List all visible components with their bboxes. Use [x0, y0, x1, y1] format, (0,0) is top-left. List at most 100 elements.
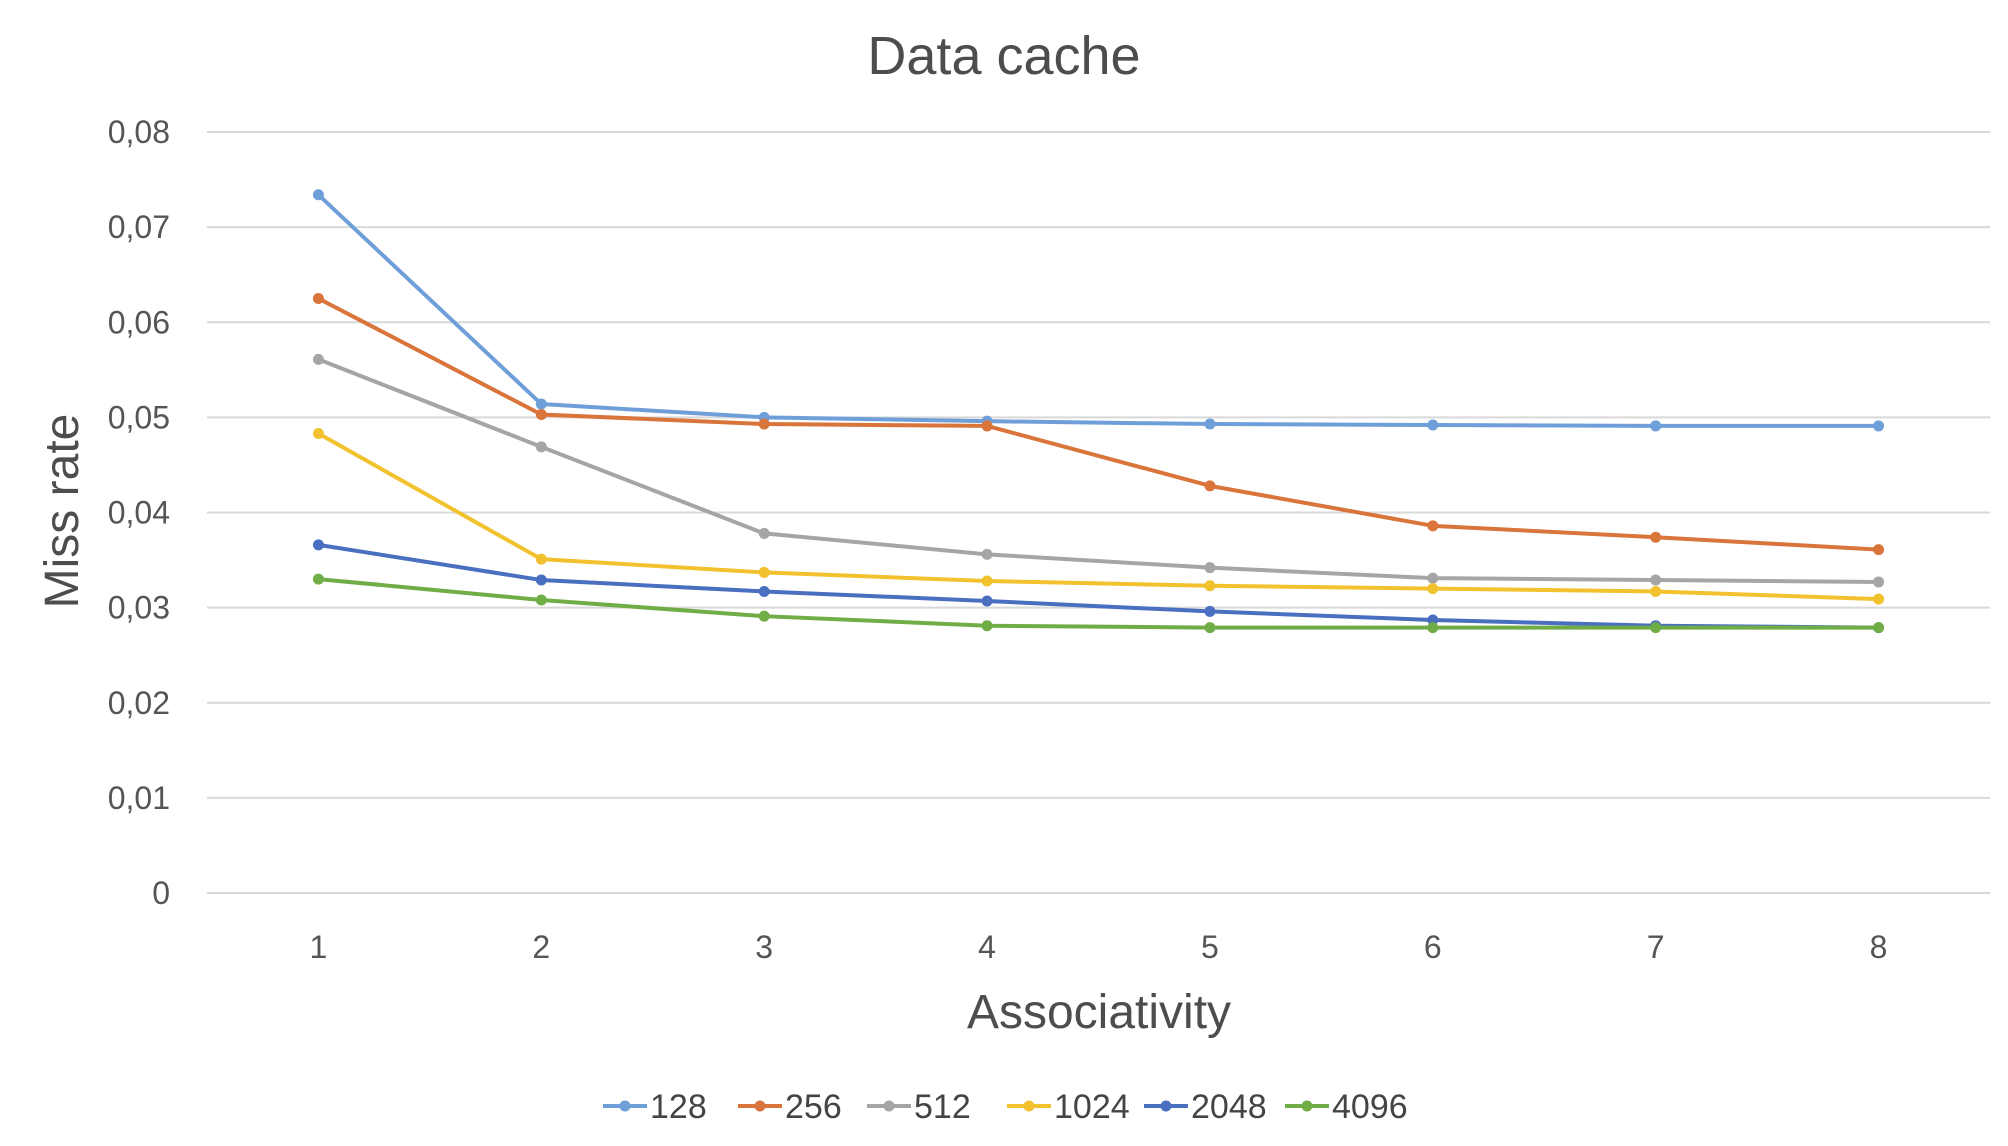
- data-point: [1650, 420, 1662, 432]
- data-point: [1873, 544, 1885, 556]
- legend: 128 256 512 1024 2048 4096: [603, 1088, 1408, 1126]
- x-tick-label: 2: [532, 929, 550, 965]
- x-tick-label: 6: [1424, 929, 1442, 965]
- series-line: [317, 193, 1879, 428]
- data-point: [1650, 574, 1662, 586]
- legend-label: 512: [914, 1088, 971, 1126]
- series-128: [312, 189, 1885, 432]
- data-point: [535, 553, 547, 565]
- legend-marker: [619, 1100, 631, 1112]
- y-tick-label: 0,07: [108, 209, 170, 245]
- data-point: [1873, 622, 1885, 634]
- data-point: [981, 595, 993, 607]
- series-4096: [312, 573, 1885, 634]
- x-tick-label: 4: [978, 929, 996, 965]
- series-line: [318, 542, 1879, 630]
- data-point: [758, 610, 770, 622]
- series-line: [318, 577, 1879, 630]
- data-point: [758, 527, 770, 539]
- series-512: [312, 353, 1885, 588]
- data-point: [312, 189, 324, 201]
- data-point: [1427, 622, 1439, 634]
- data-point: [758, 418, 770, 430]
- data-point: [1650, 531, 1662, 543]
- series-2048: [312, 539, 1885, 634]
- series-line: [317, 296, 1879, 552]
- x-tick-label: 3: [755, 929, 773, 965]
- data-point: [312, 353, 324, 365]
- data-point: [535, 594, 547, 606]
- chart-title: Data cache: [867, 26, 1140, 86]
- data-point: [1427, 419, 1439, 431]
- series-line: [317, 357, 1879, 584]
- data-point: [1427, 614, 1439, 626]
- x-tick-label: 5: [1201, 929, 1219, 965]
- legend-item-128: 128: [603, 1088, 707, 1126]
- data-point: [312, 573, 324, 585]
- y-tick-label: 0: [152, 875, 170, 911]
- data-point: [535, 398, 547, 410]
- y-axis-ticks: 0 0,01 0,02 0,03 0,04 0,05 0,06 0,07 0,08: [108, 114, 170, 911]
- data-point: [535, 441, 547, 453]
- legend-label: 256: [785, 1088, 842, 1126]
- legend-label: 2048: [1191, 1088, 1267, 1126]
- legend-item-1024: 1024: [1007, 1088, 1130, 1126]
- data-point: [981, 420, 993, 432]
- data-point: [312, 292, 324, 304]
- legend-marker: [1301, 1100, 1313, 1112]
- y-tick-label: 0,08: [108, 114, 170, 150]
- legend-label: 1024: [1054, 1088, 1130, 1126]
- x-tick-label: 7: [1647, 929, 1665, 965]
- legend-item-256: 256: [738, 1088, 842, 1126]
- data-point: [1427, 572, 1439, 584]
- data-point: [535, 574, 547, 586]
- data-point: [758, 566, 770, 578]
- data-point: [312, 428, 324, 440]
- series-layer: [312, 189, 1885, 634]
- data-point: [1204, 580, 1216, 592]
- series-256: [312, 292, 1885, 556]
- data-point: [1650, 585, 1662, 597]
- data-point: [1873, 576, 1885, 588]
- x-axis-title: Associativity: [967, 986, 1231, 1039]
- legend-label: 128: [650, 1088, 707, 1126]
- legend-item-2048: 2048: [1144, 1088, 1267, 1126]
- data-point: [312, 539, 324, 551]
- data-point: [758, 585, 770, 597]
- y-axis-title: Miss rate: [36, 414, 89, 609]
- x-tick-label: 1: [310, 929, 328, 965]
- data-point: [1204, 418, 1216, 430]
- y-tick-label: 0,04: [108, 495, 170, 531]
- x-axis-ticks: 1 2 3 4 5 6 7 8: [310, 929, 1888, 965]
- data-point: [1427, 583, 1439, 595]
- legend-marker: [1023, 1100, 1035, 1112]
- y-tick-label: 0,01: [108, 780, 170, 816]
- data-point: [535, 409, 547, 421]
- data-point: [981, 575, 993, 587]
- data-point: [981, 620, 993, 632]
- legend-marker: [754, 1100, 766, 1112]
- y-tick-label: 0,03: [108, 590, 170, 626]
- data-point: [1204, 480, 1216, 492]
- data-point: [1873, 420, 1885, 432]
- legend-label: 4096: [1332, 1088, 1408, 1126]
- series-1024: [312, 428, 1885, 605]
- x-tick-label: 8: [1870, 929, 1888, 965]
- series-line: [317, 431, 1879, 602]
- y-tick-label: 0,06: [108, 304, 170, 340]
- gridlines: [207, 131, 1990, 894]
- legend-marker: [1160, 1100, 1172, 1112]
- data-point: [1650, 622, 1662, 634]
- y-tick-label: 0,02: [108, 685, 170, 721]
- legend-item-512: 512: [867, 1088, 971, 1126]
- data-point: [1204, 605, 1216, 617]
- data-point: [1204, 622, 1216, 634]
- data-point: [1427, 520, 1439, 532]
- y-tick-label: 0,05: [108, 399, 170, 435]
- data-point: [1873, 593, 1885, 605]
- legend-item-4096: 4096: [1285, 1088, 1408, 1126]
- legend-marker: [883, 1100, 895, 1112]
- data-point: [1204, 562, 1216, 574]
- data-point: [981, 548, 993, 560]
